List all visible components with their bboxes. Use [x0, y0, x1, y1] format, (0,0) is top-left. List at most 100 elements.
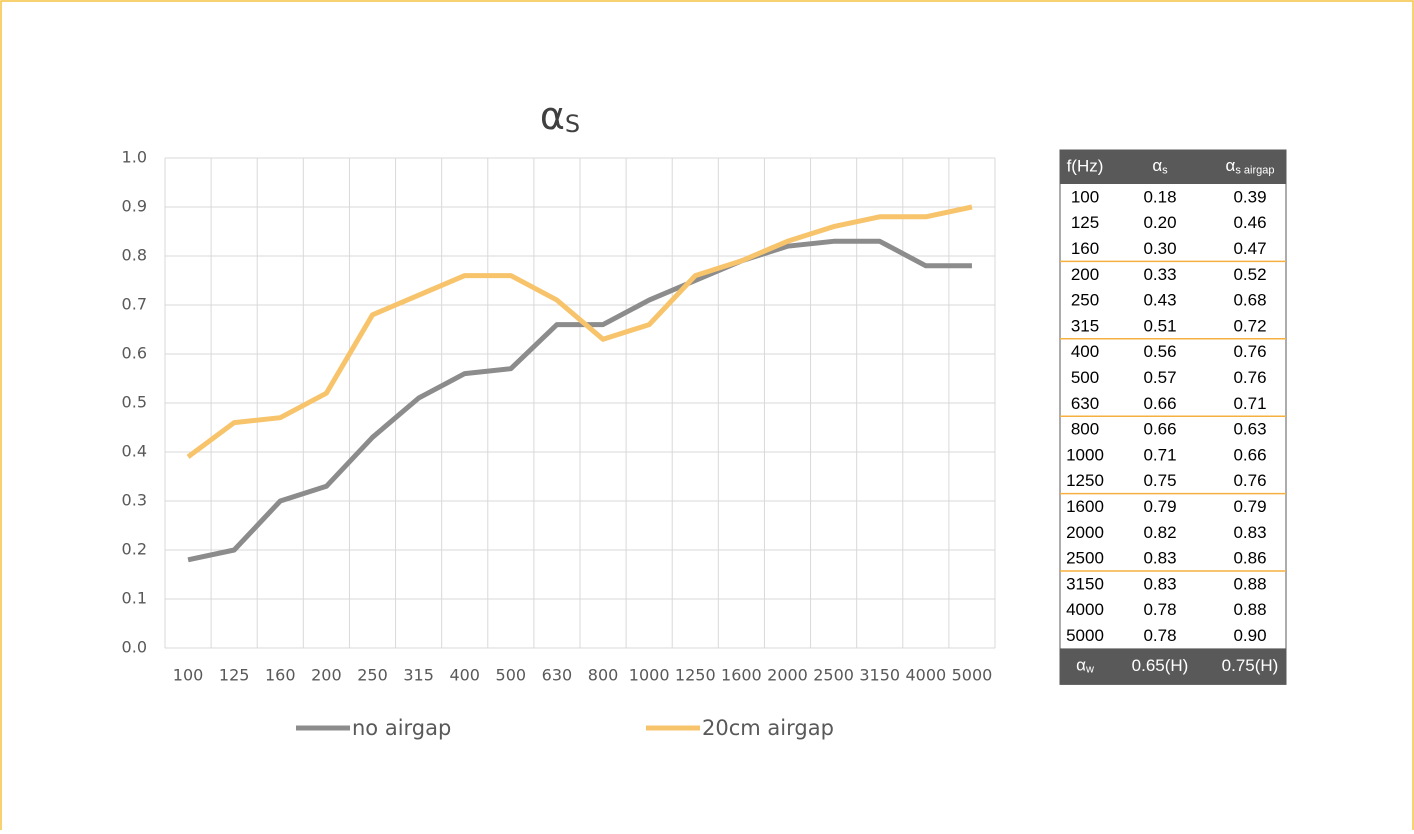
x-tick-label: 100 [173, 666, 204, 685]
table-cell: 0.66 [1143, 394, 1176, 413]
x-tick-label: 630 [542, 666, 573, 685]
y-tick-label: 0.5 [122, 393, 147, 412]
table-cell: 250 [1071, 291, 1099, 310]
x-tick-label: 400 [449, 666, 480, 685]
table-cell: 1250 [1066, 471, 1104, 490]
table-cell: 0.51 [1143, 316, 1176, 335]
y-tick-label: 0.8 [122, 246, 147, 265]
table-header-bg [1060, 150, 1286, 184]
x-tick-label: 2500 [813, 666, 854, 685]
table-cell: 0.86 [1233, 549, 1266, 568]
table-cell: 0.20 [1143, 213, 1176, 232]
table-cell: 4000 [1066, 600, 1104, 619]
table-cell: 0.46 [1233, 213, 1266, 232]
table-cell: 315 [1071, 316, 1099, 335]
table-header-cell: αs [1152, 156, 1168, 176]
table-cell: 0.33 [1143, 265, 1176, 284]
table-cell: 1000 [1066, 445, 1104, 464]
table-cell: 0.76 [1233, 342, 1266, 361]
table-cell: 500 [1071, 368, 1099, 387]
table-cell: 0.88 [1233, 574, 1266, 593]
table-cell: 0.72 [1233, 316, 1266, 335]
table-cell: 400 [1071, 342, 1099, 361]
x-tick-label: 1250 [675, 666, 716, 685]
table-cell: 0.76 [1233, 471, 1266, 490]
table-cell: 0.75 [1143, 471, 1176, 490]
table-header-cell-main: α [1226, 156, 1236, 175]
x-tick-label: 5000 [952, 666, 993, 685]
table-cell: 3150 [1066, 574, 1104, 593]
x-tick-label: 160 [265, 666, 296, 685]
x-tick-label: 800 [588, 666, 619, 685]
data-line [186, 204, 973, 459]
y-tick-label: 0.3 [122, 491, 147, 510]
chart-title-main: α [540, 94, 565, 138]
table-cell: 0.39 [1233, 187, 1266, 206]
x-tick-label: 315 [403, 666, 434, 685]
table-cell: 0.90 [1233, 626, 1266, 645]
table-cell: 0.88 [1233, 600, 1266, 619]
chart-title: αS [540, 94, 580, 139]
x-tick-label: 250 [357, 666, 388, 685]
legend-label: 20cm airgap [702, 716, 834, 740]
table-cell: 2000 [1066, 523, 1104, 542]
table-cell: 0.79 [1143, 497, 1176, 516]
table-footer-cell: αw [1076, 656, 1094, 676]
y-tick-label: 0.7 [122, 295, 147, 314]
table-cell: 125 [1071, 213, 1099, 232]
x-tick-label: 125 [219, 666, 250, 685]
table-cell: 0.78 [1143, 626, 1176, 645]
table-cell: 1600 [1066, 497, 1104, 516]
table-cell: 0.47 [1233, 239, 1266, 258]
table-header-cell: f(Hz) [1067, 156, 1104, 175]
table-cell: 0.66 [1233, 445, 1266, 464]
x-tick-label: 500 [496, 666, 527, 685]
table-cell: 200 [1071, 265, 1099, 284]
table-cell: 0.52 [1233, 265, 1266, 284]
table-cell: 0.57 [1143, 368, 1176, 387]
table-cell: 0.76 [1233, 368, 1266, 387]
y-tick-label: 0.9 [122, 197, 147, 216]
x-tick-label: 200 [311, 666, 342, 685]
table-cell: 100 [1071, 187, 1099, 206]
table-cell: 0.30 [1143, 239, 1176, 258]
table-footer-cell-sub: w [1085, 664, 1094, 676]
table-footer-bg [1060, 648, 1286, 685]
table-footer-cell: 0.65(H) [1132, 656, 1189, 675]
table-cell: 0.79 [1233, 497, 1266, 516]
y-tick-label: 0.2 [122, 540, 147, 559]
table-cell: 0.83 [1143, 549, 1176, 568]
table-cell: 0.83 [1143, 574, 1176, 593]
table-cell: 0.82 [1143, 523, 1176, 542]
x-tick-label: 3150 [859, 666, 900, 685]
table-cell: 630 [1071, 394, 1099, 413]
table-cell: 0.71 [1233, 394, 1266, 413]
table-cell: 0.66 [1143, 420, 1176, 439]
table-cell: 2500 [1066, 549, 1104, 568]
table-footer-cell-main: α [1076, 656, 1086, 675]
table-cell: 5000 [1066, 626, 1104, 645]
table-cell: 800 [1071, 420, 1099, 439]
table-header-cell-main: α [1152, 156, 1162, 175]
legend-label: no airgap [352, 716, 451, 740]
y-tick-label: 0.1 [122, 589, 147, 608]
y-tick-label: 0.4 [122, 442, 147, 461]
table-footer-cell: 0.75(H) [1222, 656, 1279, 675]
table-cell: 0.83 [1233, 523, 1266, 542]
y-tick-label: 0.6 [122, 344, 147, 363]
table-cell: 0.56 [1143, 342, 1176, 361]
data-line [187, 238, 972, 563]
x-tick-label: 4000 [905, 666, 946, 685]
chart-title-sub: S [565, 110, 580, 138]
table-cell: 0.68 [1233, 291, 1266, 310]
table-cell: 160 [1071, 239, 1099, 258]
x-tick-label: 1000 [629, 666, 670, 685]
table-cell: 0.43 [1143, 291, 1176, 310]
table-cell: 0.63 [1233, 420, 1266, 439]
table-cell: 0.18 [1143, 187, 1176, 206]
table-cell: 0.78 [1143, 600, 1176, 619]
table-cell: 0.71 [1143, 445, 1176, 464]
table-header-cell-sub: s airgap [1235, 164, 1274, 176]
x-tick-label: 1600 [721, 666, 762, 685]
y-tick-label: 0.0 [122, 638, 147, 657]
